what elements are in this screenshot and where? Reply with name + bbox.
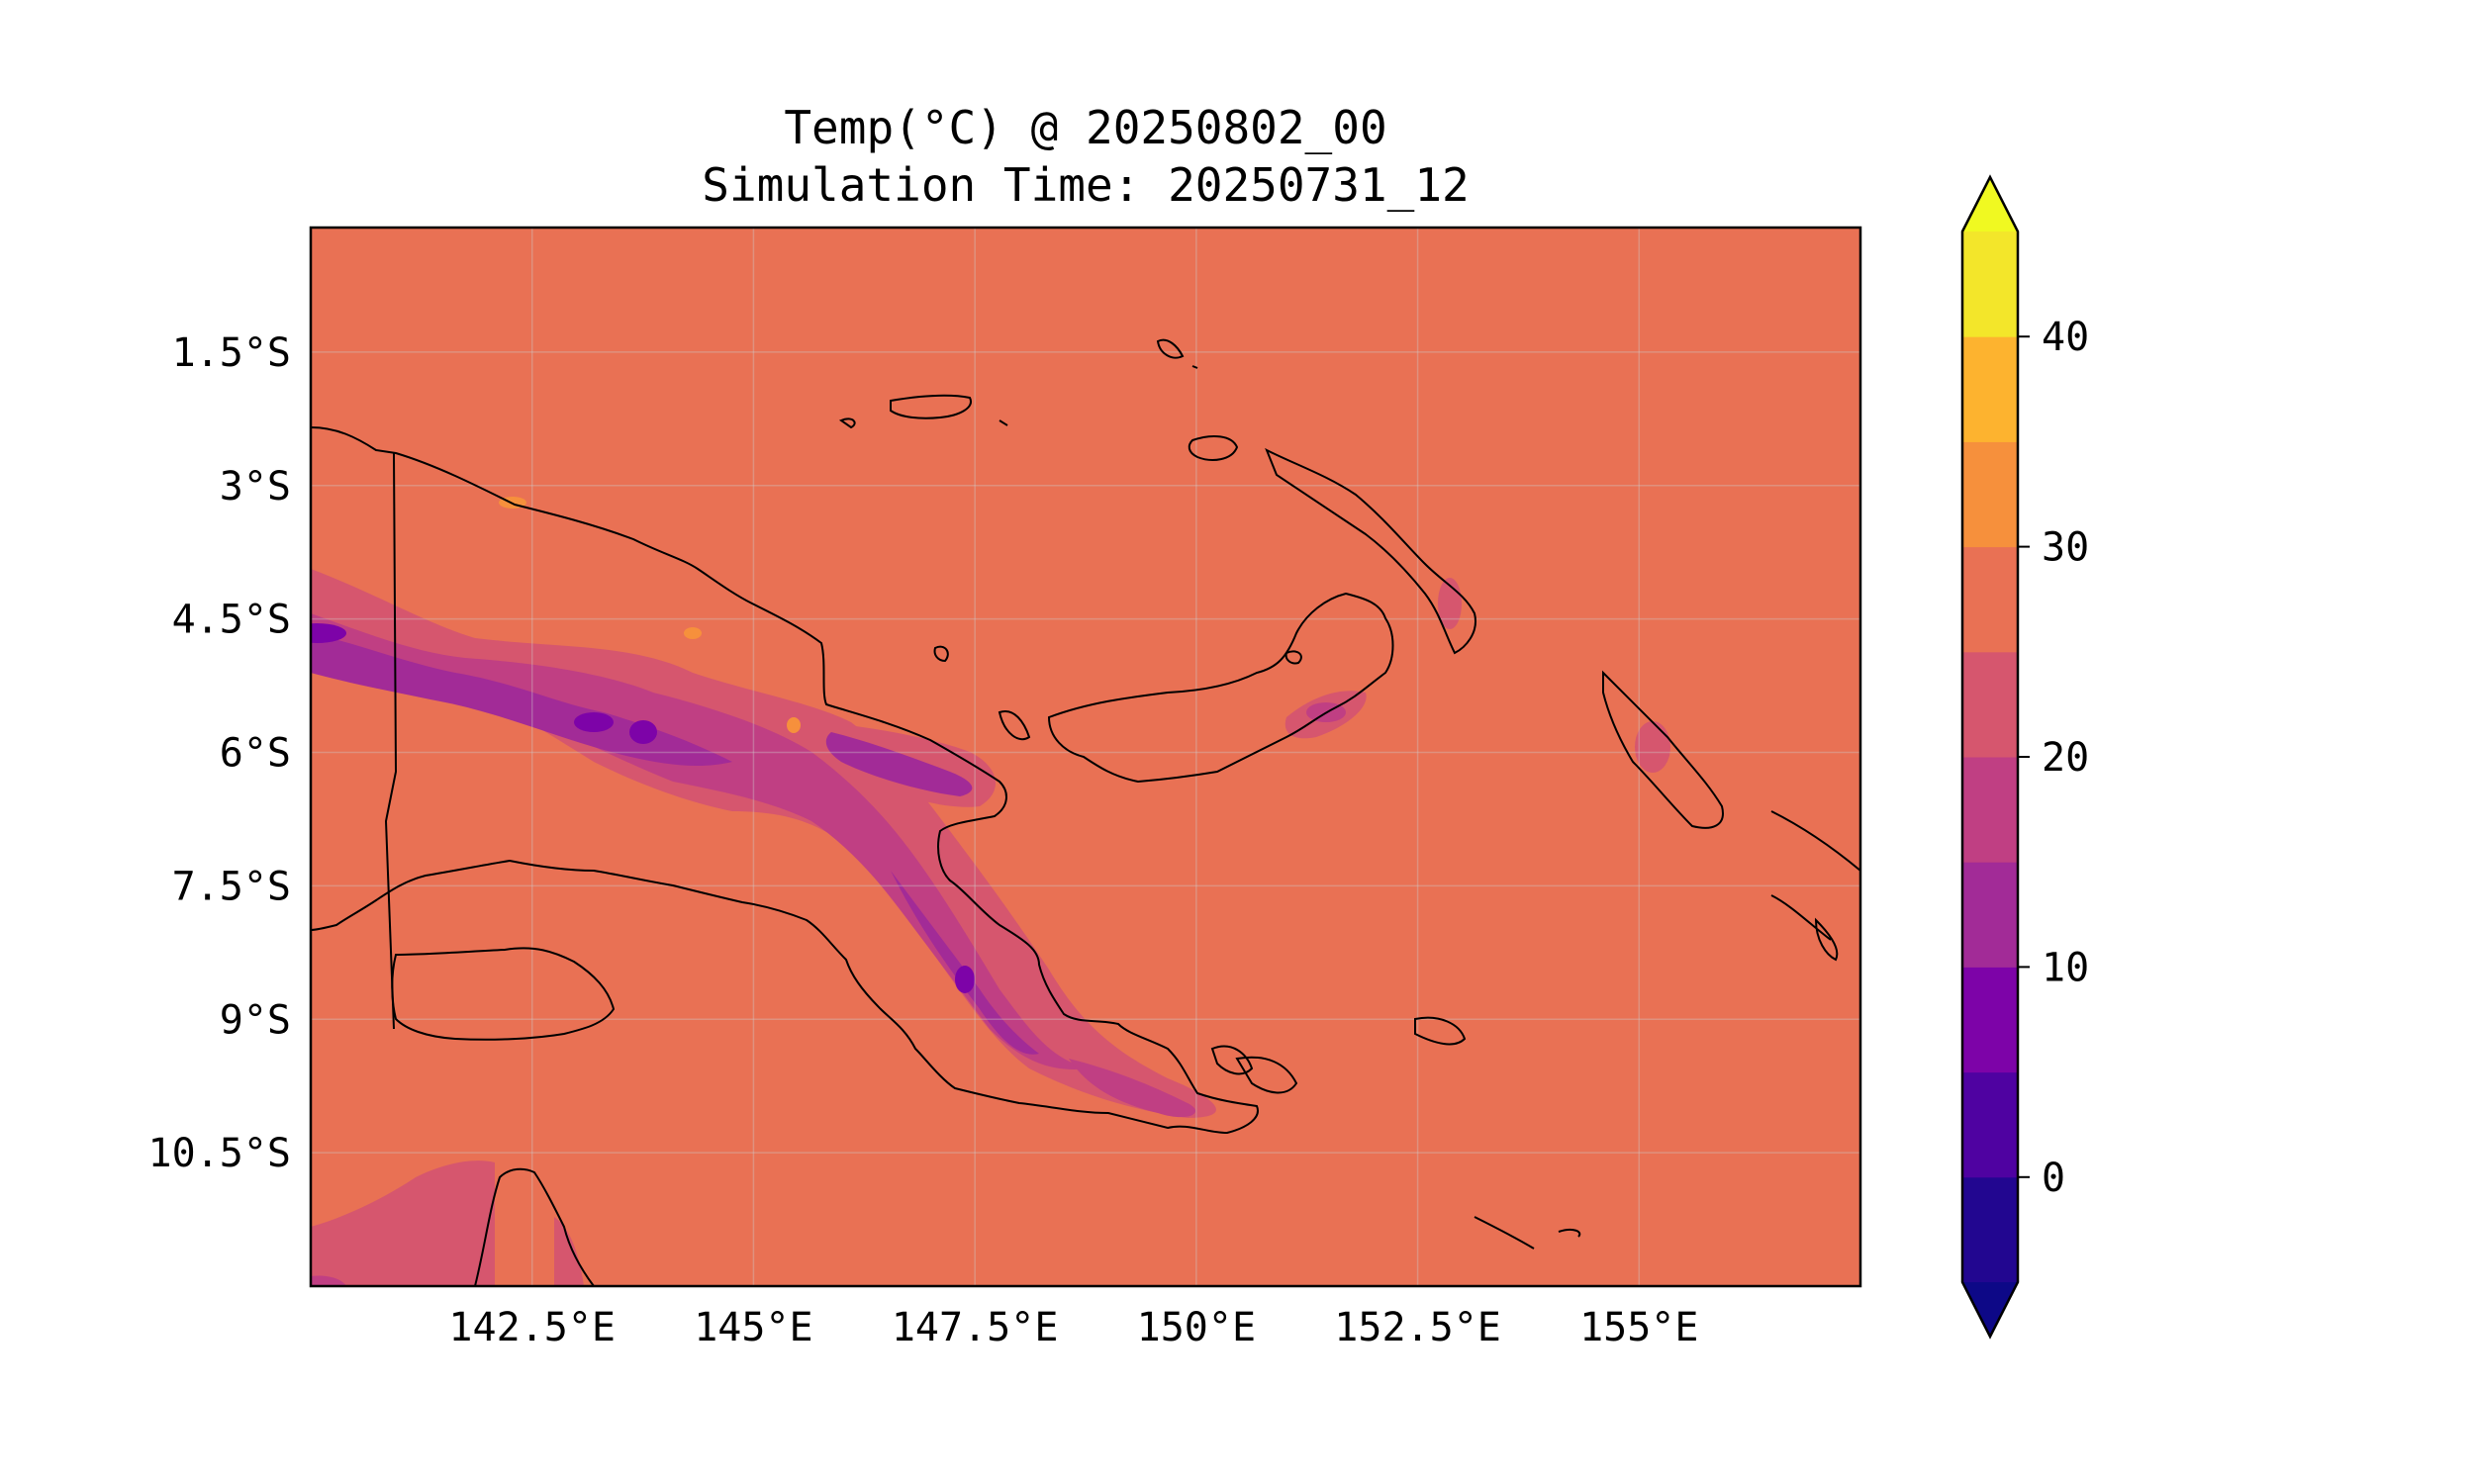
coastline-trobriand [1414, 1016, 1467, 1046]
colorbar-extend-under [1962, 1282, 2018, 1337]
colorbar-extend-over [1962, 177, 2018, 232]
colorbar-outline [1960, 174, 2020, 1340]
lon-tick-label: 142.5°E [448, 1305, 616, 1350]
temperature-contours [311, 497, 1670, 1286]
lon-tick-label: 150°E [1137, 1305, 1256, 1350]
lat-tick-label: 10.5°S [148, 1131, 292, 1176]
colorbar-segment [1962, 1176, 2018, 1283]
contour-5-10-core-d [955, 966, 975, 993]
colorbar-tick-label: 10 [2042, 945, 2089, 990]
lat-tick-label: 7.5°S [172, 864, 291, 909]
colorbar-segment [1962, 546, 2018, 653]
map-frame [309, 226, 1862, 1288]
coastline-new-guinea [311, 426, 1259, 1135]
colorbar-segment [1962, 967, 2018, 1073]
coastline-cape-york [474, 1167, 595, 1286]
coastline-new-ireland [1265, 447, 1476, 655]
lat-tick-label: 6°S [220, 731, 291, 777]
contour-10-15-core-east [825, 732, 973, 796]
colorbar-segment [1962, 336, 2018, 442]
temperature-field-background [311, 228, 1860, 1286]
lat-tick-label: 3°S [220, 464, 291, 510]
contour-20-25-cape-york [311, 1160, 495, 1286]
colorbar-segment [1962, 757, 2018, 863]
colorbar-tick-label: 30 [2042, 525, 2089, 571]
lon-tick-label: 145°E [694, 1305, 812, 1350]
contour-30-35-blob-b [684, 627, 702, 639]
colorbar-segment [1962, 1071, 2018, 1178]
lat-tick-label: 1.5°S [172, 330, 291, 376]
contour-15-20-cape-york-edge [311, 1275, 346, 1286]
coastline-manus [890, 394, 972, 419]
coastline-islands-north [838, 338, 1302, 741]
contour-5-10-core-c [629, 720, 657, 744]
coastline-papuan-gulf [391, 947, 616, 1041]
contour-5-10-core-a [311, 623, 346, 643]
lon-tick-label: 147.5°E [892, 1305, 1059, 1350]
gridlines [311, 228, 1860, 1286]
coastlines [311, 338, 1860, 1286]
contour-10-15-core-west [311, 633, 732, 767]
colorbar-segment [1962, 441, 2018, 548]
coastline-solomons-east [1770, 810, 1860, 962]
coastline-louisiade [1474, 1216, 1581, 1250]
contour-5-10-core-b [574, 712, 614, 732]
lat-tick-label: 4.5°S [172, 598, 291, 643]
colorbar-segment [1962, 232, 2018, 337]
map-panel [309, 226, 1862, 1288]
lon-tick-label: 152.5°E [1334, 1305, 1501, 1350]
lat-tick-label: 9°S [220, 997, 291, 1043]
coastline-dentrecasteaux [1210, 1045, 1298, 1094]
colorbar-segment [1962, 862, 2018, 968]
colorbar-tick-label: 40 [2042, 315, 2089, 360]
colorbar-tick-label: 20 [2042, 735, 2089, 781]
lon-tick-label: 155°E [1579, 1305, 1698, 1350]
coastline-bougainville [1602, 670, 1724, 829]
contour-30-35-blob-c [787, 717, 801, 733]
coastline-new-britain [1047, 592, 1394, 784]
map-title-line1: Temp(°C) @ 20250802_00 [784, 101, 1387, 154]
contour-15-20-peninsula [1069, 1059, 1196, 1118]
longitude-tick-labels: 142.5°E 145°E 147.5°E 150°E 152.5°E 155°E [448, 1305, 1698, 1350]
colorbar-segment [1962, 651, 2018, 758]
colorbar: 0 10 20 30 40 [1960, 174, 2089, 1340]
contour-20-25-cape-york-east [554, 1217, 584, 1286]
colorbar-tick-label: 0 [2042, 1156, 2065, 1201]
coastline-border-west [384, 452, 398, 1030]
contour-20-25-bougainville [1635, 721, 1670, 773]
latitude-tick-labels: 1.5°S 3°S 4.5°S 6°S 7.5°S 9°S 10.5°S [148, 330, 292, 1176]
coastline-new-hanover [1188, 434, 1239, 461]
map-title-line2: Simulation Time: 20250731_12 [702, 158, 1470, 212]
